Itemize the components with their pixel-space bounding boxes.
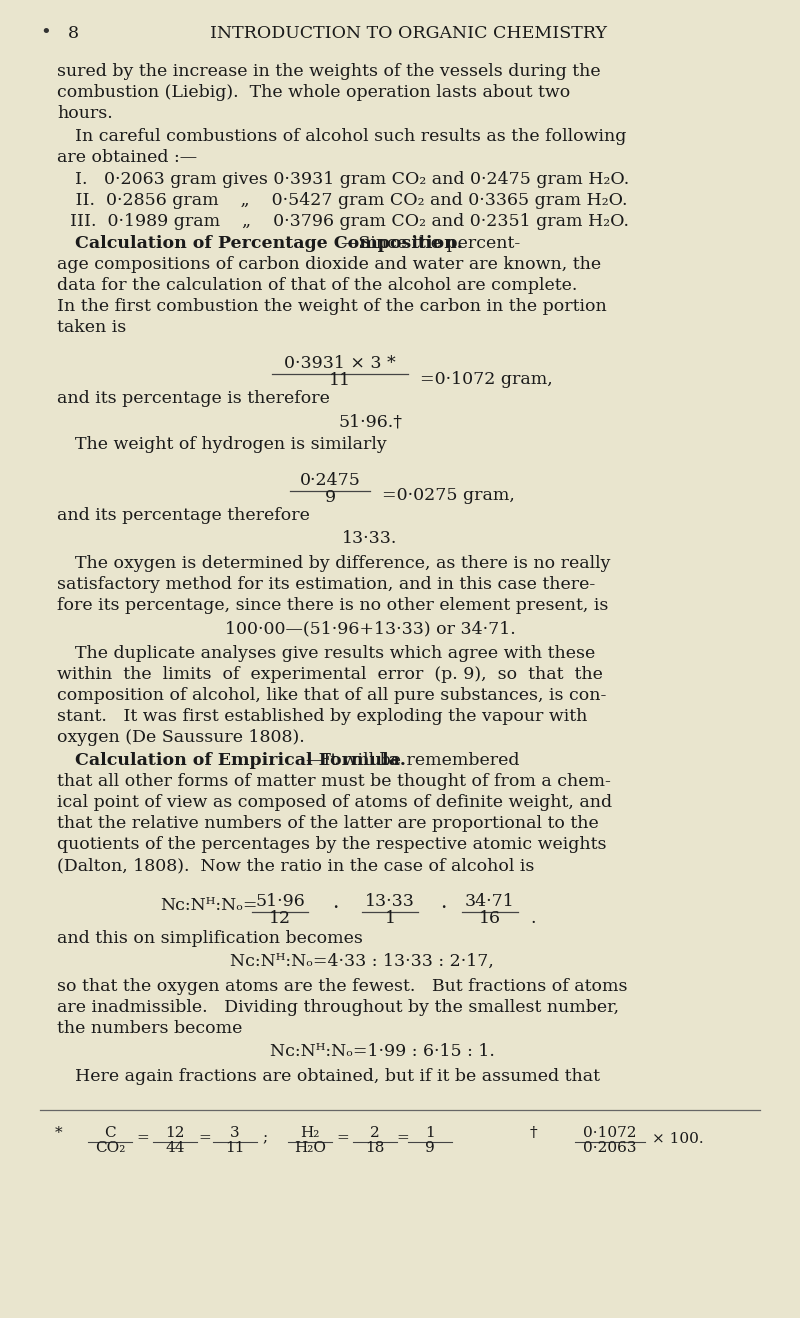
Text: stant.   It was first established by exploding the vapour with: stant. It was first established by explo… bbox=[57, 708, 587, 725]
Text: are inadmissible.   Dividing throughout by the smallest number,: are inadmissible. Dividing throughout by… bbox=[57, 999, 619, 1016]
Text: —Since the percent-: —Since the percent- bbox=[341, 235, 520, 252]
Text: The oxygen is determined by difference, as there is no really: The oxygen is determined by difference, … bbox=[75, 555, 610, 572]
Text: .: . bbox=[530, 911, 535, 928]
Text: data for the calculation of that of the alcohol are complete.: data for the calculation of that of the … bbox=[57, 277, 578, 294]
Text: INTRODUCTION TO ORGANIC CHEMISTRY: INTRODUCTION TO ORGANIC CHEMISTRY bbox=[210, 25, 607, 42]
Text: oxygen (De Saussure 1808).: oxygen (De Saussure 1808). bbox=[57, 729, 305, 746]
Text: 0·3931 × 3 *: 0·3931 × 3 * bbox=[284, 355, 396, 372]
Text: =0·0275 gram,: =0·0275 gram, bbox=[382, 488, 515, 505]
Text: the numbers become: the numbers become bbox=[57, 1020, 242, 1037]
Text: I.   0·2063 gram gives 0·3931 gram CO₂ and 0·2475 gram H₂O.: I. 0·2063 gram gives 0·3931 gram CO₂ and… bbox=[75, 171, 630, 188]
Text: C: C bbox=[104, 1126, 116, 1140]
Text: Calculation of Percentage Composition.: Calculation of Percentage Composition. bbox=[75, 235, 462, 252]
Text: 12: 12 bbox=[269, 911, 291, 928]
Text: ·: · bbox=[440, 899, 446, 917]
Text: CO₂: CO₂ bbox=[95, 1140, 125, 1155]
Text: 11: 11 bbox=[329, 373, 351, 389]
Text: In careful combustions of alcohol such results as the following: In careful combustions of alcohol such r… bbox=[75, 128, 626, 145]
Text: 1: 1 bbox=[385, 911, 395, 928]
Text: taken is: taken is bbox=[57, 319, 126, 336]
Text: 9: 9 bbox=[425, 1140, 435, 1155]
Text: 34·71: 34·71 bbox=[465, 892, 515, 909]
Text: are obtained :—: are obtained :— bbox=[57, 149, 197, 166]
Text: =: = bbox=[137, 1132, 150, 1145]
Text: =: = bbox=[198, 1132, 211, 1145]
Text: ·: · bbox=[332, 899, 338, 917]
Text: 0·1072: 0·1072 bbox=[583, 1126, 637, 1140]
Text: so that the oxygen atoms are the fewest.   But fractions of atoms: so that the oxygen atoms are the fewest.… bbox=[57, 978, 627, 995]
Text: and its percentage therefore: and its percentage therefore bbox=[57, 507, 310, 525]
Text: 9: 9 bbox=[325, 489, 335, 506]
Text: that the relative numbers of the latter are proportional to the: that the relative numbers of the latter … bbox=[57, 815, 598, 832]
Text: *: * bbox=[55, 1127, 62, 1140]
Text: III.  0·1989 gram    „    0·3796 gram CO₂ and 0·2351 gram H₂O.: III. 0·1989 gram „ 0·3796 gram CO₂ and 0… bbox=[70, 214, 629, 231]
Text: that all other forms of matter must be thought of from a chem-: that all other forms of matter must be t… bbox=[57, 772, 611, 789]
Text: 12: 12 bbox=[166, 1126, 185, 1140]
Text: 8: 8 bbox=[68, 25, 79, 42]
Text: 100·00—(51·96+13·33) or 34·71.: 100·00—(51·96+13·33) or 34·71. bbox=[225, 619, 515, 637]
Text: —It will be remembered: —It will be remembered bbox=[306, 753, 519, 768]
Text: The duplicate analyses give results which agree with these: The duplicate analyses give results whic… bbox=[75, 645, 595, 662]
Text: 3: 3 bbox=[230, 1126, 240, 1140]
Text: age compositions of carbon dioxide and water are known, the: age compositions of carbon dioxide and w… bbox=[57, 256, 601, 273]
Text: 18: 18 bbox=[366, 1140, 385, 1155]
Text: 1: 1 bbox=[425, 1126, 435, 1140]
Text: 51·96: 51·96 bbox=[255, 892, 305, 909]
Text: H₂: H₂ bbox=[300, 1126, 320, 1140]
Text: 51·96.†: 51·96.† bbox=[338, 413, 402, 430]
Text: and its percentage is therefore: and its percentage is therefore bbox=[57, 390, 330, 407]
Text: 13·33: 13·33 bbox=[365, 892, 415, 909]
Text: 16: 16 bbox=[479, 911, 501, 928]
Text: fore its percentage, since there is no other element present, is: fore its percentage, since there is no o… bbox=[57, 597, 608, 614]
Text: Nᴄ:Nᴴ:Nₒ=4·33 : 13·33 : 2·17,: Nᴄ:Nᴴ:Nₒ=4·33 : 13·33 : 2·17, bbox=[230, 953, 494, 970]
Text: Calculation of Empirical Formula.: Calculation of Empirical Formula. bbox=[75, 753, 406, 768]
Text: Nᴄ:Nᴴ:Nₒ=: Nᴄ:Nᴴ:Nₒ= bbox=[160, 896, 258, 913]
Text: †: † bbox=[530, 1127, 538, 1140]
Text: 13·33.: 13·33. bbox=[342, 530, 398, 547]
Text: within  the  limits  of  experimental  error  (p. 9),  so  that  the: within the limits of experimental error … bbox=[57, 666, 603, 683]
Text: ;: ; bbox=[262, 1132, 267, 1145]
Text: (Dalton, 1808).  Now the ratio in the case of alcohol is: (Dalton, 1808). Now the ratio in the cas… bbox=[57, 857, 534, 874]
Text: Nᴄ:Nᴴ:Nₒ=1·99 : 6·15 : 1.: Nᴄ:Nᴴ:Nₒ=1·99 : 6·15 : 1. bbox=[270, 1043, 495, 1060]
Text: Here again fractions are obtained, but if it be assumed that: Here again fractions are obtained, but i… bbox=[75, 1068, 600, 1085]
Text: =0·1072 gram,: =0·1072 gram, bbox=[420, 370, 553, 387]
Text: 0·2063: 0·2063 bbox=[583, 1140, 637, 1155]
Text: 11: 11 bbox=[226, 1140, 245, 1155]
Text: combustion (Liebig).  The whole operation lasts about two: combustion (Liebig). The whole operation… bbox=[57, 84, 570, 101]
Text: 0·2475: 0·2475 bbox=[299, 472, 361, 489]
Text: composition of alcohol, like that of all pure substances, is con-: composition of alcohol, like that of all… bbox=[57, 687, 606, 704]
Text: satisfactory method for its estimation, and in this case there-: satisfactory method for its estimation, … bbox=[57, 576, 595, 593]
Text: The weight of hydrogen is similarly: The weight of hydrogen is similarly bbox=[75, 436, 386, 453]
Text: =: = bbox=[337, 1132, 350, 1145]
Text: II.  0·2856 gram    „    0·5427 gram CO₂ and 0·3365 gram H₂O.: II. 0·2856 gram „ 0·5427 gram CO₂ and 0·… bbox=[70, 192, 627, 210]
Text: H₂O: H₂O bbox=[294, 1140, 326, 1155]
Text: 44: 44 bbox=[166, 1140, 185, 1155]
Text: 2: 2 bbox=[370, 1126, 380, 1140]
Text: ical point of view as composed of atoms of definite weight, and: ical point of view as composed of atoms … bbox=[57, 793, 612, 811]
Text: sured by the increase in the weights of the vessels during the: sured by the increase in the weights of … bbox=[57, 63, 601, 80]
Text: •: • bbox=[40, 24, 50, 42]
Text: and this on simplification becomes: and this on simplification becomes bbox=[57, 931, 363, 948]
Text: In the first combustion the weight of the carbon in the portion: In the first combustion the weight of th… bbox=[57, 298, 606, 315]
Text: quotients of the percentages by the respective atomic weights: quotients of the percentages by the resp… bbox=[57, 836, 606, 853]
Text: hours.: hours. bbox=[57, 105, 113, 123]
Text: × 100.: × 100. bbox=[652, 1132, 704, 1145]
Text: =: = bbox=[397, 1132, 410, 1145]
